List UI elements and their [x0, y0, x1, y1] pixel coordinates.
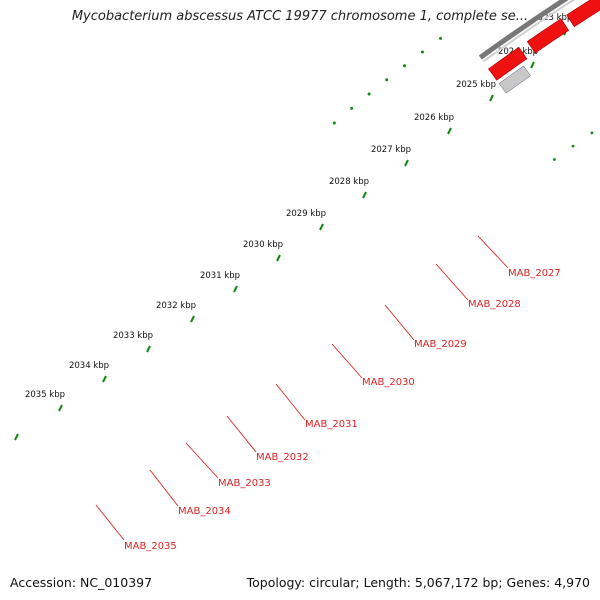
- ruler-dot: [403, 64, 407, 68]
- gene-label: MAB_2031: [305, 419, 358, 430]
- ruler-major-tick: [58, 404, 63, 412]
- ruler-dot: [350, 106, 354, 110]
- gene-leader-line: [384, 304, 415, 341]
- gene-label: MAB_2034: [178, 506, 231, 517]
- ruler-major-tick: [233, 285, 238, 293]
- gene-label: MAB_2033: [218, 478, 271, 489]
- ruler-dot: [439, 36, 443, 40]
- inner-ruler-dot: [590, 131, 594, 135]
- ruler-major-tick: [362, 191, 367, 199]
- ruler-major-tick: [190, 315, 195, 323]
- ruler-major-tick: [102, 375, 107, 383]
- gene-label: MAB_2028: [468, 299, 521, 310]
- tick-label: 2029 kbp: [286, 209, 326, 219]
- gene-label: MAB_2027: [508, 268, 561, 279]
- tick-label: 2032 kbp: [156, 301, 196, 311]
- tick-label: 2035 kbp: [25, 390, 65, 400]
- tick-label: 2028 kbp: [329, 177, 369, 187]
- gene-leader-line: [226, 415, 257, 453]
- gene-leader-line: [477, 235, 509, 269]
- tick-label: 2031 kbp: [200, 271, 240, 281]
- forward-gene[interactable]: [488, 46, 528, 81]
- accession-label: Accession: NC_010397: [10, 575, 153, 590]
- gene-leader-line: [435, 263, 469, 301]
- ruler-major-tick: [447, 127, 452, 135]
- inner-ruler-dot: [571, 144, 575, 148]
- gene-features[interactable]: [488, 0, 600, 94]
- gene-leader-line: [275, 383, 306, 421]
- inner-ruler-dot: [552, 158, 556, 161]
- map-title: Mycobacterium abscessus ATCC 19977 chrom…: [71, 9, 529, 24]
- forward-gene[interactable]: [566, 0, 600, 28]
- tick-label: 2026 kbp: [414, 113, 454, 123]
- gene-label: MAB_2032: [256, 452, 309, 463]
- gene-label: MAB_2029: [414, 339, 467, 350]
- ruler-dot: [420, 50, 424, 54]
- tick-label: 023 kbp: [538, 13, 573, 23]
- tick-label: 2034 kbp: [69, 361, 109, 371]
- ruler-major-tick: [489, 94, 494, 102]
- tick-label: 2027 kbp: [371, 145, 411, 155]
- tick-label: 2025 kbp: [456, 80, 496, 90]
- ruler-dot: [332, 121, 336, 125]
- gene-label: MAB_2030: [362, 377, 415, 388]
- ruler-major-tick: [404, 159, 409, 167]
- ruler-major-tick: [14, 433, 19, 441]
- forward-gene[interactable]: [526, 18, 570, 54]
- topology-summary: Topology: circular; Length: 5,067,172 bp…: [246, 575, 590, 590]
- gene-label: MAB_2035: [124, 541, 177, 552]
- ruler-major-tick: [276, 254, 281, 262]
- tick-label: 2030 kbp: [243, 240, 283, 250]
- reverse-gene[interactable]: [498, 65, 531, 94]
- ruler-major-tick: [319, 223, 324, 231]
- tick-label: 2033 kbp: [113, 331, 153, 341]
- gene-labels: MAB_2027 MAB_2028 MAB_2029 MAB_2030 MAB_2031…: [95, 235, 561, 552]
- ruler-dot: [367, 92, 371, 96]
- ruler-dot: [385, 78, 389, 82]
- gene-leader-line: [95, 504, 125, 541]
- gene-leader-line: [149, 469, 179, 507]
- gene-leader-line: [185, 442, 219, 479]
- ruler-major-tick: [530, 61, 535, 69]
- gene-leader-line: [331, 343, 363, 379]
- ruler-major-tick: [146, 345, 151, 353]
